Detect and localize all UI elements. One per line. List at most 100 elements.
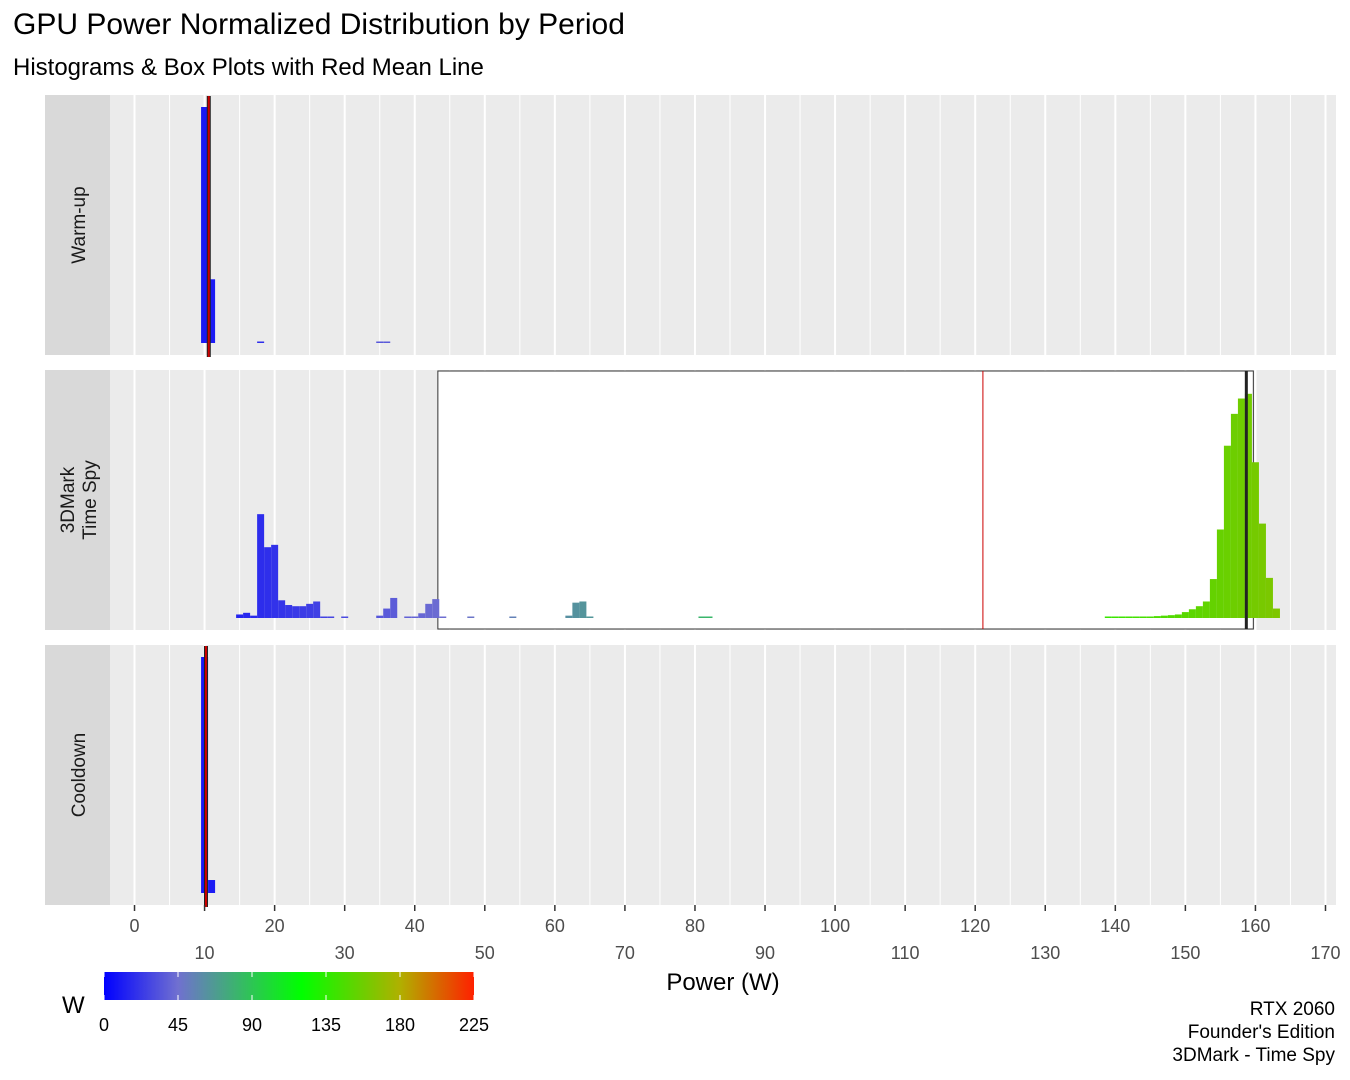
histogram-bar	[1104, 616, 1112, 618]
histogram-bar	[411, 616, 419, 618]
caption-line-1: RTX 2060	[1249, 999, 1335, 1020]
histogram-bar	[201, 107, 209, 343]
histogram-bar	[1146, 616, 1154, 618]
histogram-bar	[1272, 608, 1280, 618]
x-tick-label: 100	[820, 916, 850, 936]
histogram-bar	[285, 605, 293, 618]
facet-label: Warm-up	[69, 186, 90, 263]
legend-title: W	[62, 992, 85, 1019]
x-tick-label: 150	[1170, 943, 1200, 963]
x-tick-label: 140	[1100, 916, 1130, 936]
histogram-bar	[509, 616, 517, 618]
histogram-bar	[390, 597, 398, 618]
panel-background	[110, 95, 1336, 355]
legend-break-label: 180	[385, 1015, 415, 1035]
histogram-bar	[243, 612, 251, 618]
histogram-bar	[1216, 529, 1224, 618]
facet-label: Time Spy	[80, 460, 101, 540]
legend-colorbar	[104, 972, 474, 1000]
histogram-bar	[1153, 616, 1161, 618]
facet-label: Cooldown	[69, 733, 90, 818]
chart-subtitle: Histograms & Box Plots with Red Mean Lin…	[13, 54, 484, 81]
histogram-bar	[1237, 398, 1245, 618]
x-tick-label: 80	[685, 916, 705, 936]
histogram-bar	[698, 616, 706, 618]
x-tick-label: 40	[405, 916, 425, 936]
x-tick-label: 30	[335, 943, 355, 963]
histogram-bar	[208, 279, 216, 343]
x-tick-label: 130	[1030, 943, 1060, 963]
facet-label: 3DMark	[58, 466, 79, 533]
histogram-bar	[1265, 577, 1273, 618]
caption-line-3: 3DMark - Time Spy	[1172, 1045, 1335, 1066]
histogram-bar	[1139, 616, 1147, 618]
histogram-bar	[264, 547, 272, 618]
legend-break-label: 0	[99, 1015, 109, 1035]
histogram-bar	[320, 616, 328, 618]
histogram-bar	[1223, 445, 1231, 618]
histogram-bar	[383, 341, 391, 343]
x-tick-label: 160	[1240, 916, 1270, 936]
histogram-bar	[341, 616, 349, 618]
histogram-bar	[1188, 609, 1196, 618]
x-tick-label: 0	[130, 916, 140, 936]
chart-title: GPU Power Normalized Distribution by Per…	[13, 8, 625, 41]
x-tick-label: 10	[195, 943, 215, 963]
histogram-bar	[257, 341, 265, 343]
histogram-bar	[306, 603, 314, 618]
histogram-bar	[418, 613, 426, 618]
histogram-bar	[565, 615, 573, 618]
histogram-bar	[579, 601, 587, 618]
box-plot-iqr	[437, 370, 1254, 630]
histogram-bar	[1160, 615, 1168, 618]
legend-break-label: 45	[168, 1015, 188, 1035]
histogram-bar	[299, 606, 307, 618]
histogram-bar	[1125, 616, 1133, 618]
histogram-bar	[1230, 413, 1238, 618]
histogram-bar	[1111, 616, 1119, 618]
histogram-bar	[250, 615, 258, 618]
histogram-bar	[1258, 523, 1266, 618]
histogram-bar	[257, 514, 265, 618]
histogram-bar	[376, 341, 384, 343]
histogram-bar	[313, 601, 321, 618]
histogram-bar	[1167, 615, 1175, 618]
histogram-bar	[376, 615, 384, 618]
histogram-bar	[439, 616, 447, 618]
histogram-bar	[467, 616, 475, 618]
histogram-bar	[278, 600, 286, 618]
histogram-bar	[1202, 601, 1210, 618]
histogram-bar	[572, 602, 580, 618]
histogram-bar	[1244, 393, 1252, 618]
histogram-bar	[1195, 606, 1203, 618]
facet-strip	[45, 370, 110, 630]
histogram-bar	[586, 616, 594, 618]
histogram-bar	[1209, 579, 1217, 618]
histogram-bar	[208, 880, 216, 893]
histogram-bar	[1118, 616, 1126, 618]
x-tick-label: 50	[475, 943, 495, 963]
legend-break-label: 90	[242, 1015, 262, 1035]
histogram-bar	[432, 599, 440, 618]
histogram-bar	[236, 614, 244, 618]
x-tick-label: 90	[755, 943, 775, 963]
histogram-bar	[705, 616, 713, 618]
histogram-bar	[1174, 614, 1182, 618]
x-tick-label: 70	[615, 943, 635, 963]
x-tick-label: 120	[960, 916, 990, 936]
histogram-bar	[1132, 616, 1140, 618]
x-axis-title: Power (W)	[666, 969, 779, 996]
histogram-bar	[327, 616, 335, 618]
caption: RTX 2060 Founder's Edition 3DMark - Time…	[1172, 998, 1335, 1067]
x-tick-label: 170	[1310, 943, 1340, 963]
histogram-bar	[1181, 612, 1189, 618]
histogram-bar	[271, 544, 279, 618]
histogram-bar	[404, 616, 412, 618]
x-tick-label: 110	[891, 943, 920, 963]
caption-line-2: Founder's Edition	[1187, 1022, 1335, 1043]
legend-break-label: 135	[311, 1015, 341, 1035]
histogram-bar	[383, 608, 391, 618]
x-tick-label: 20	[265, 916, 285, 936]
facet-strip	[45, 645, 110, 905]
